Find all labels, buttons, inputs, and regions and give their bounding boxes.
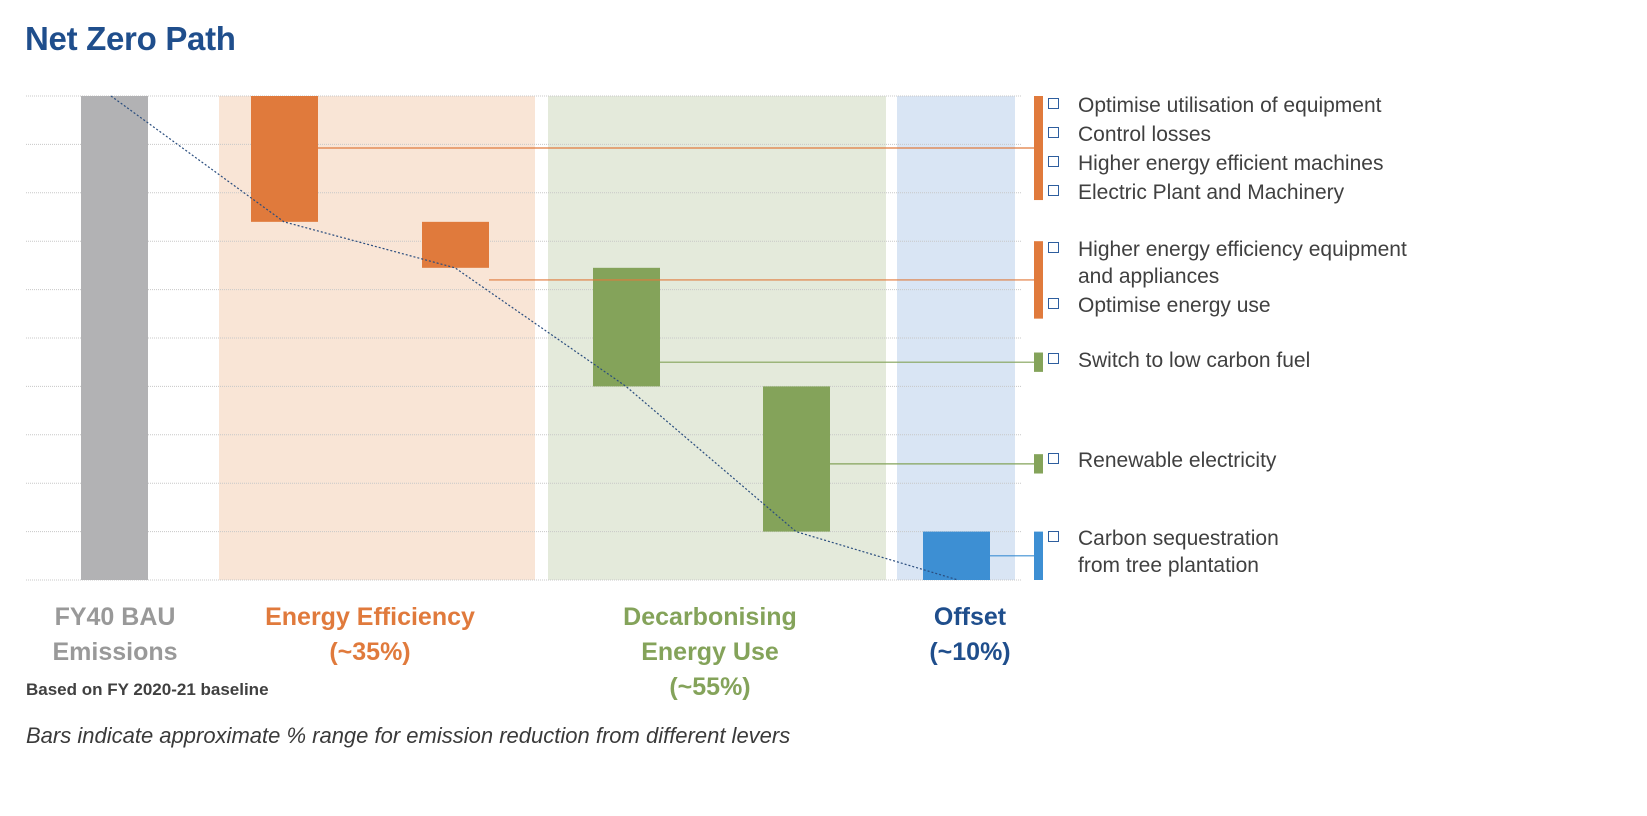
lever-text: Higher energy efficiency equipment (1078, 238, 1407, 261)
lever-item: Higher energy efficiency equipment and a… (1048, 236, 1407, 290)
category-label-line: Offset (933, 603, 1007, 631)
lever-text: from tree plantation (1078, 554, 1259, 577)
checkbox-square-icon (1048, 156, 1059, 167)
checkbox-square-icon (1048, 127, 1059, 138)
category-label-line: (~10%) (929, 638, 1011, 666)
lever-text: and appliances (1078, 265, 1220, 288)
lever-item: Carbon sequestration from tree plantatio… (1048, 525, 1279, 579)
waterfall-bar-efficiency (251, 96, 318, 222)
lever-item: Control losses (1048, 121, 1212, 148)
category-label-decarb: Decarbonising Energy Use (~55%) (575, 600, 845, 705)
checkbox-square-icon (1048, 353, 1059, 364)
lever-text: Renewable electricity (1078, 449, 1277, 472)
lever-item: Electric Plant and Machinery (1048, 179, 1345, 206)
waterfall-bar-bau (81, 96, 148, 580)
category-label-line: FY40 BAU (54, 603, 176, 631)
checkbox-square-icon (1048, 298, 1059, 309)
checkbox-square-icon (1048, 185, 1059, 196)
lever-item: Renewable electricity (1048, 447, 1277, 474)
lever-item: Switch to low carbon fuel (1048, 347, 1311, 374)
lever-text: Optimise utilisation of equipment (1078, 94, 1382, 117)
lever-range-segment-efficiency (1034, 96, 1043, 201)
checkbox-square-icon (1048, 98, 1059, 109)
lever-range-segment-decarb (1034, 352, 1043, 372)
lever-item: Optimise utilisation of equipment (1048, 92, 1382, 119)
category-label-offset: Offset (~10%) (890, 600, 1050, 670)
lever-item: Optimise energy use (1048, 292, 1271, 319)
category-label-line: Emissions (52, 638, 178, 666)
category-label-efficiency: Energy Efficiency (~35%) (230, 600, 510, 670)
lever-item: Higher energy efficient machines (1048, 150, 1384, 177)
lever-text: Higher energy efficient machines (1078, 152, 1384, 175)
lever-range-segment-decarb (1034, 454, 1043, 474)
checkbox-square-icon (1048, 531, 1059, 542)
waterfall-bar-decarb (763, 386, 830, 532)
category-label-line: Energy Use (641, 638, 779, 666)
waterfall-bar-efficiency (422, 221, 489, 268)
category-label-bau: FY40 BAU Emissions (35, 600, 195, 670)
waterfall-bar-decarb (593, 267, 660, 387)
category-label-line: Energy Efficiency (265, 603, 475, 631)
checkbox-square-icon (1048, 242, 1059, 253)
lever-range-segment-offset (1034, 531, 1043, 580)
lever-text: Electric Plant and Machinery (1078, 181, 1345, 204)
baseline-note: Based on FY 2020-21 baseline (26, 680, 269, 699)
lever-range-segment-efficiency (1034, 241, 1043, 319)
category-label-line: (~55%) (669, 673, 751, 701)
lever-text: Control losses (1078, 123, 1212, 146)
checkbox-square-icon (1048, 453, 1059, 464)
lever-text: Switch to low carbon fuel (1078, 349, 1311, 372)
lever-text: Carbon sequestration (1078, 527, 1279, 550)
waterfall-bar-offset (923, 531, 990, 580)
category-label-line: Decarbonising (623, 603, 797, 631)
category-label-line: (~35%) (329, 638, 411, 666)
lever-text: Optimise energy use (1078, 294, 1271, 317)
footnote: Bars indicate approximate % range for em… (26, 723, 791, 748)
chart-title: Net Zero Path (25, 20, 236, 57)
